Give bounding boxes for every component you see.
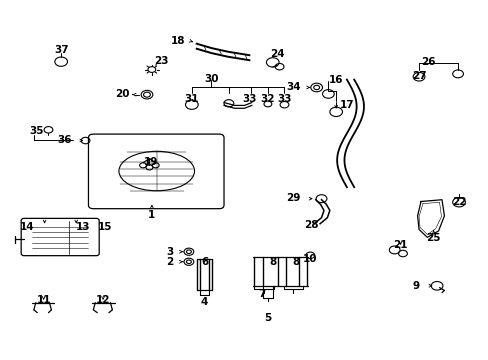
Text: 11: 11 (36, 296, 51, 306)
Text: 13: 13 (75, 222, 90, 232)
Text: 10: 10 (303, 253, 317, 264)
Text: 33: 33 (277, 94, 291, 104)
Text: 14: 14 (20, 222, 35, 232)
Text: 35: 35 (29, 126, 43, 135)
Text: 33: 33 (242, 94, 256, 104)
Text: 37: 37 (54, 45, 68, 55)
Text: 34: 34 (285, 82, 300, 92)
Text: 18: 18 (170, 36, 184, 46)
Text: 9: 9 (412, 281, 419, 291)
Text: 16: 16 (328, 75, 343, 85)
Text: 24: 24 (270, 49, 285, 59)
Text: 7: 7 (258, 289, 265, 300)
Text: 19: 19 (143, 157, 158, 167)
Text: 17: 17 (339, 100, 353, 110)
Text: 3: 3 (166, 247, 173, 257)
Text: 20: 20 (115, 89, 130, 99)
Text: 1: 1 (148, 211, 155, 220)
Text: 4: 4 (201, 297, 208, 307)
Text: 26: 26 (421, 57, 435, 67)
Text: 21: 21 (392, 240, 407, 250)
Text: 5: 5 (264, 313, 271, 323)
Text: 8: 8 (292, 257, 299, 267)
Text: 23: 23 (154, 56, 168, 66)
Text: 6: 6 (201, 257, 208, 267)
Text: 28: 28 (304, 220, 318, 230)
Text: 32: 32 (260, 94, 275, 104)
Text: 8: 8 (268, 257, 276, 267)
Text: 2: 2 (166, 257, 173, 267)
Text: 29: 29 (285, 193, 300, 203)
Text: 27: 27 (411, 71, 426, 81)
Text: 15: 15 (98, 222, 113, 232)
Text: 22: 22 (451, 197, 466, 207)
Text: 31: 31 (184, 94, 199, 104)
Text: 12: 12 (96, 296, 110, 306)
Text: 25: 25 (426, 233, 440, 243)
Text: 36: 36 (57, 135, 71, 145)
Text: 30: 30 (203, 74, 218, 84)
